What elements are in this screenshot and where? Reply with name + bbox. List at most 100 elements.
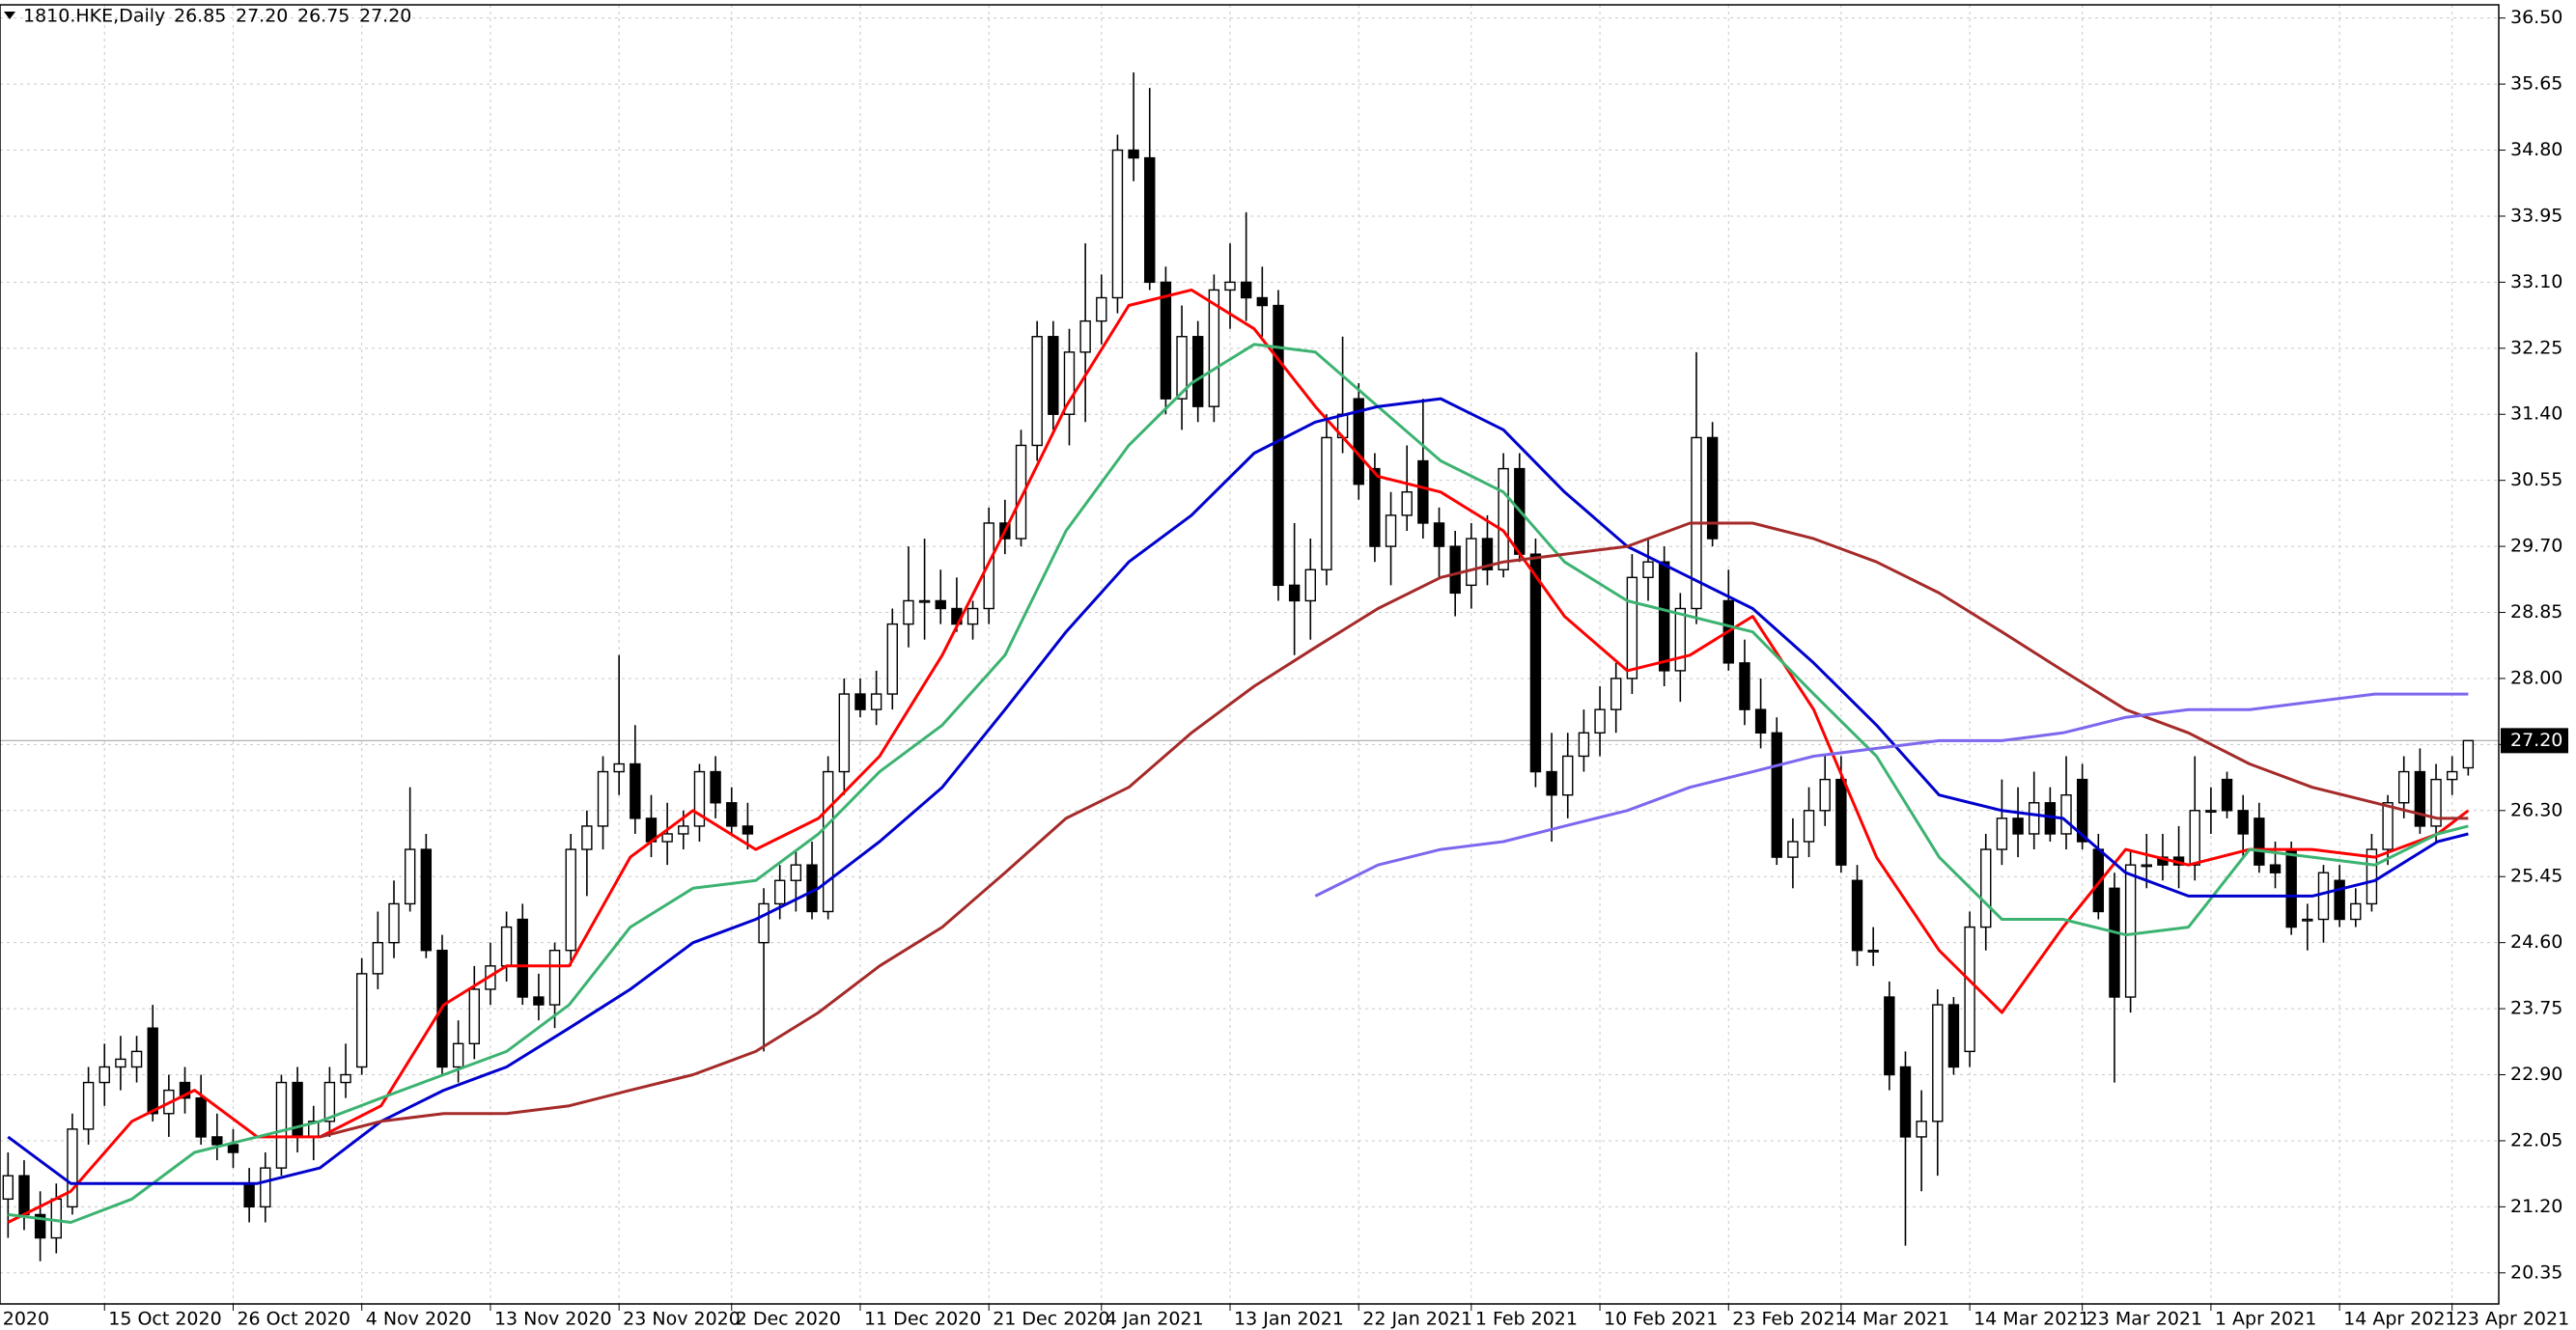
y-tick-label: 22.05 (2510, 1129, 2562, 1150)
header-value: 26.75 (297, 6, 350, 27)
candle-body (2109, 887, 2120, 998)
candle-body (1498, 467, 1509, 570)
candle-body (179, 1081, 191, 1099)
candle-body (1321, 436, 1332, 570)
x-tick-label: 13 Nov 2020 (494, 1309, 612, 1330)
candle-body (1899, 1066, 1912, 1138)
candle-body (2398, 770, 2410, 804)
candle-body (1578, 732, 1590, 758)
candle-body (82, 1081, 95, 1130)
candle-body (2237, 810, 2249, 835)
y-tick-label: 28.85 (2510, 601, 2562, 623)
y-tick-label: 24.60 (2510, 931, 2562, 953)
x-tick-label: 4 Jan 2021 (1106, 1309, 1204, 1330)
candle-body (1932, 1004, 1944, 1122)
candle-body (710, 770, 721, 804)
y-tick-label: 36.50 (2510, 7, 2562, 28)
candle-body (404, 848, 416, 905)
candle-body (1466, 538, 1477, 587)
candle-body (870, 693, 882, 710)
x-tick-label: 1 Feb 2021 (1475, 1309, 1578, 1330)
candle-body (2029, 802, 2040, 835)
menu-arrow[interactable] (4, 12, 15, 19)
candle-body (1594, 708, 1606, 734)
candle-body (1835, 778, 1847, 866)
y-tick-label: 25.45 (2510, 866, 2562, 887)
candle-body (2462, 739, 2475, 769)
candle-body (1111, 149, 1124, 299)
candle-body (1867, 950, 1879, 953)
candle-body (1208, 289, 1220, 407)
candle-body (1916, 1121, 1927, 1138)
candle-body (130, 1050, 143, 1068)
candle-body (1674, 607, 1687, 672)
candle-body (452, 1042, 464, 1068)
candle-body (98, 1066, 110, 1084)
candle-body (356, 973, 368, 1068)
x-tick-label: 15 Oct 2020 (108, 1309, 221, 1330)
candle-body (822, 770, 834, 913)
candle-body (1980, 848, 1992, 928)
candle-body (2414, 770, 2426, 827)
chart-title: 1810.HKE,Daily (23, 6, 165, 27)
x-tick-label: 5 Oct 2020 (0, 1309, 49, 1330)
candle-body (2334, 879, 2345, 921)
x-tick-label: 13 Jan 2021 (1234, 1309, 1344, 1330)
candle-body (2302, 918, 2313, 922)
candle-body (1754, 708, 1767, 734)
candle-body (2124, 864, 2137, 998)
candle-body (742, 825, 754, 835)
candle-body (243, 1182, 255, 1208)
candle-body (2269, 864, 2282, 873)
candle-body (1015, 444, 1027, 540)
candle-body (1819, 778, 1831, 812)
candle-body (726, 802, 738, 827)
candle-body (1996, 817, 2008, 850)
candle-body (1176, 336, 1188, 400)
candle-body (115, 1058, 126, 1068)
candle-body (1529, 553, 1542, 773)
candle-body (1288, 584, 1301, 602)
candle-body (211, 1136, 223, 1146)
candle-body (1947, 1004, 1960, 1068)
x-tick-label: 23 Apr 2021 (2456, 1309, 2569, 1330)
candle-body (260, 1167, 271, 1208)
x-tick-label: 21 Dec 2020 (993, 1309, 1109, 1330)
ma-line (7, 397, 2469, 1185)
y-tick-label: 21.20 (2510, 1196, 2562, 1217)
candle-body (918, 599, 931, 603)
candle-body (2205, 810, 2217, 814)
header-values: 26.85 27.20 26.75 27.20 (174, 6, 411, 27)
candle-body (1739, 662, 1750, 710)
candle-body (581, 825, 593, 850)
y-tick-label: 32.25 (2510, 337, 2562, 358)
candle-body (2254, 817, 2265, 866)
candle-body (2447, 770, 2458, 781)
y-tick-label: 28.00 (2510, 667, 2562, 688)
candle-body (2012, 817, 2024, 835)
candle-body (2350, 902, 2362, 921)
candle-body (2285, 848, 2297, 928)
x-tick-label: 11 Dec 2020 (864, 1309, 981, 1330)
candle-body (500, 926, 513, 967)
candle-body (388, 902, 400, 944)
candle-body (2366, 848, 2378, 905)
candle-body (1192, 336, 1204, 407)
candle-body (468, 988, 480, 1045)
candle-body (1417, 459, 1429, 524)
header-value: 27.20 (236, 6, 288, 27)
ma-line (7, 288, 2470, 1224)
last-price-box (2501, 728, 2568, 754)
candle-body (1771, 732, 1782, 858)
candle-body (1063, 351, 1076, 415)
y-tick-label: 33.10 (2510, 271, 2562, 292)
y-tick-label: 26.30 (2510, 799, 2562, 820)
candle-body (1706, 436, 1719, 540)
y-tick-label: 20.35 (2510, 1261, 2562, 1283)
candle-body (195, 1096, 207, 1138)
candle-body (1144, 156, 1156, 284)
candle-body (1803, 810, 1815, 843)
y-tick-label: 34.80 (2510, 139, 2562, 160)
x-tick-label: 10 Feb 2021 (1604, 1309, 1718, 1330)
candle-body (854, 693, 866, 710)
